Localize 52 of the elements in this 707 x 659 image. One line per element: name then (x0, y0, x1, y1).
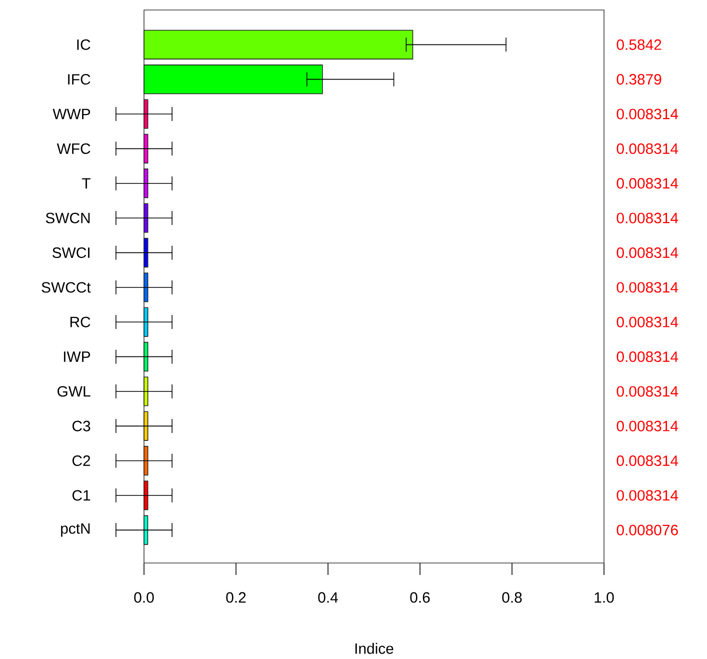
text: 0.008314 (616, 247, 678, 258)
y-tick-label: WFC (56, 143, 90, 154)
bar (144, 238, 148, 268)
bar (144, 480, 148, 510)
text: 0.008314 (616, 282, 678, 293)
text: 0.5842 (616, 39, 662, 50)
x-tick-label: 0.0 (134, 592, 154, 603)
y-tick-label: WWP (52, 108, 90, 120)
text: 0.008314 (616, 420, 678, 432)
y-tick-label: IC (77, 39, 90, 50)
bar (144, 134, 148, 164)
bar (144, 203, 148, 233)
x-tick-label: 1.0 (594, 592, 614, 603)
text: 0.008314 (616, 108, 678, 120)
y-tick-label: SWCN (46, 212, 90, 224)
bar (144, 99, 148, 129)
text: 0.008076 (616, 524, 678, 536)
y-tick-label: IWP (64, 352, 90, 362)
text: 0.3879 (616, 74, 662, 85)
bar (144, 411, 148, 441)
text: 0.008314 (616, 351, 678, 362)
y-tick-label: SWCCt (42, 282, 91, 293)
text: 0.008314 (616, 386, 678, 397)
y-tick-label: C2 (72, 455, 90, 466)
x-tick-label: 0.2 (226, 592, 246, 603)
bar (144, 515, 148, 545)
y-tick-label: C3 (72, 420, 90, 432)
text: 0.008314 (616, 178, 678, 189)
bar (144, 446, 148, 476)
x-axis-title: Indice (355, 642, 394, 654)
x-tick-label: 0.8 (502, 592, 522, 603)
y-tick-label: C1 (72, 490, 90, 501)
bar (144, 64, 323, 94)
y-tick-label: SWCI (52, 247, 90, 258)
text: 0.008314 (616, 490, 678, 501)
x-tick-label: 0.4 (318, 592, 338, 603)
y-tick-label: pctN (61, 523, 90, 537)
bar (144, 307, 148, 337)
text: 0.008314 (616, 212, 678, 224)
bar (144, 376, 148, 406)
text: 0.008314 (616, 143, 678, 154)
bar (144, 342, 148, 372)
y-tick-label: RC (70, 316, 90, 328)
y-tick-label: GWL (58, 386, 90, 397)
bar (144, 168, 148, 198)
text: 0.008314 (616, 316, 678, 328)
x-tick-label: 0.6 (410, 592, 430, 603)
bar (144, 272, 148, 302)
bar (144, 30, 414, 60)
y-tick-label: T (82, 178, 90, 188)
text: 0.008314 (616, 455, 678, 466)
y-tick-label: IFC (68, 74, 90, 85)
